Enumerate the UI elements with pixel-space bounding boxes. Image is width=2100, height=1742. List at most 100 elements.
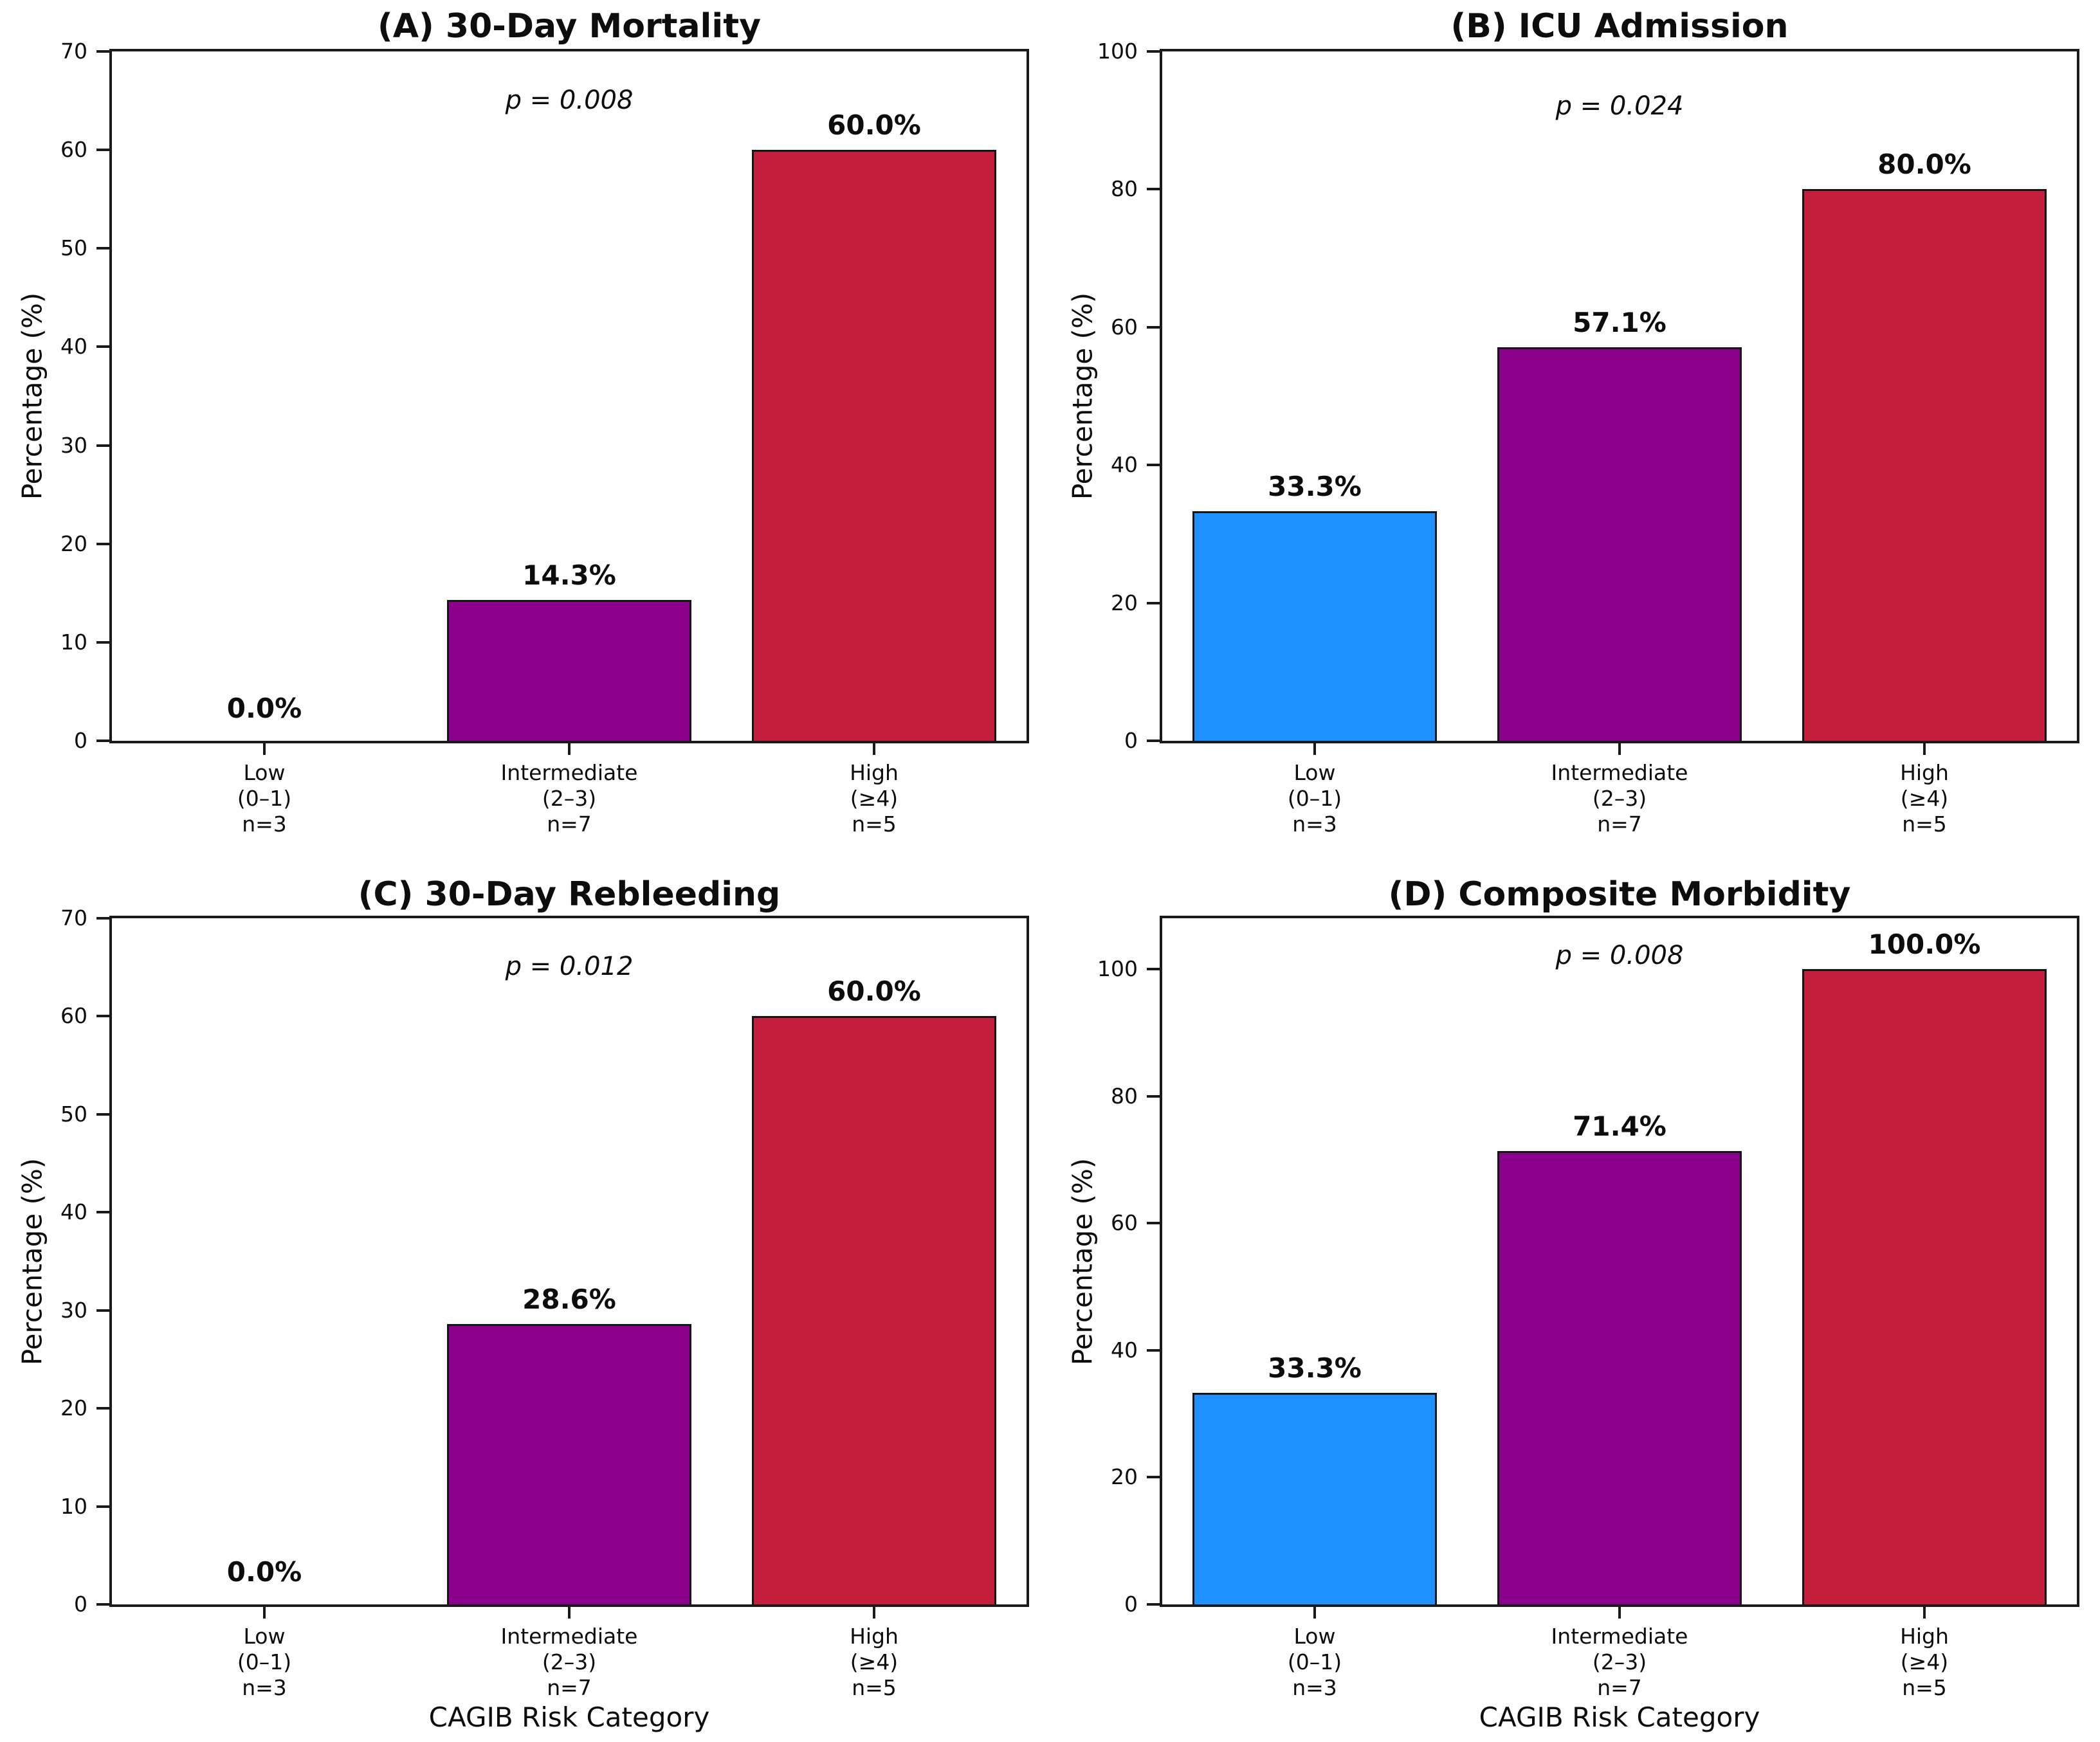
x-tick-line: n=7: [547, 1675, 592, 1700]
x-tick-line: n=7: [1597, 1675, 1642, 1700]
y-tick-label: 40: [1111, 1337, 1138, 1363]
p-value-annotation: p = 0.008: [1555, 941, 1684, 971]
x-tick-mark: [568, 743, 571, 755]
y-axis-label: Percentage (%): [1066, 1157, 1099, 1365]
x-tick-mark: [873, 1607, 875, 1619]
x-tick-line: (≥4): [1900, 786, 1949, 811]
x-tick-line: Intermediate: [1551, 760, 1688, 785]
x-tick-mark: [263, 1607, 266, 1619]
y-tick-mark: [1147, 601, 1160, 604]
y-tick-mark: [1147, 1094, 1160, 1098]
y-tick-mark: [1147, 325, 1160, 329]
y-tick-label: 40: [60, 1199, 87, 1225]
x-axis-label: CAGIB Risk Category: [428, 1701, 710, 1733]
y-tick-label: 50: [60, 1101, 87, 1127]
y-tick-label: 30: [60, 1297, 87, 1323]
x-tick-line: Low: [243, 760, 286, 785]
y-tick-mark: [96, 1112, 109, 1116]
x-tick-line: High: [1900, 760, 1949, 785]
x-tick-line: n=5: [852, 1675, 897, 1700]
x-tick-line: High: [850, 1624, 899, 1649]
x-tick-label: Intermediate (2–3) n=7: [501, 1624, 638, 1701]
x-tick-mark: [568, 1607, 571, 1619]
bar-high: [752, 150, 996, 741]
y-tick-mark: [96, 345, 109, 349]
bar-value-label: 60.0%: [827, 109, 921, 141]
x-tick-label: High (≥4) n=5: [850, 760, 899, 837]
x-tick-line: (0–1): [237, 1649, 292, 1674]
bar-value-label: 33.3%: [1268, 471, 1362, 503]
bar-intermediate: [447, 600, 691, 741]
x-tick-line: n=7: [1597, 812, 1642, 837]
y-tick-mark: [96, 1407, 109, 1410]
x-tick-line: n=3: [1292, 1675, 1337, 1700]
x-tick-label: Intermediate (2–3) n=7: [1551, 1624, 1688, 1701]
y-tick-mark: [1147, 968, 1160, 971]
bar-value-label: 100.0%: [1868, 929, 1981, 961]
y-tick-mark: [96, 542, 109, 545]
x-tick-mark: [1923, 1607, 1926, 1619]
x-tick-mark: [1618, 1607, 1621, 1619]
y-tick-mark: [1147, 739, 1160, 742]
x-tick-line: Low: [1293, 1624, 1336, 1649]
bar-value-label: 71.4%: [1573, 1110, 1666, 1142]
bar-low: [1192, 511, 1437, 741]
x-tick-line: (0–1): [1287, 1649, 1342, 1674]
bar-high: [752, 1016, 996, 1604]
y-tick-label: 20: [60, 531, 87, 556]
y-tick-label: 50: [60, 235, 87, 261]
y-tick-mark: [96, 1603, 109, 1606]
y-tick-label: 100: [1097, 39, 1138, 64]
bar-value-label: 28.6%: [522, 1284, 616, 1316]
x-tick-mark: [1923, 743, 1926, 755]
panel-d-composite-morbidity: (D) Composite Morbidity Percentage (%) 0 20…: [1050, 871, 2100, 1742]
x-tick-label: Low (0–1) n=3: [237, 1624, 291, 1701]
y-tick-label: 70: [60, 39, 87, 64]
y-tick-mark: [96, 1505, 109, 1508]
panel-a-30-day-mortality: (A) 30-Day Mortality Percentage (%) 0 10 20 3…: [0, 0, 1050, 871]
y-tick-mark: [1147, 50, 1160, 53]
y-tick-mark: [96, 1309, 109, 1312]
panel-title: (C) 30-Day Rebleeding: [358, 875, 781, 914]
bar-value-label: 0.0%: [226, 1556, 302, 1588]
bar-value-label: 57.1%: [1573, 306, 1666, 338]
y-tick-mark: [1147, 1222, 1160, 1225]
panel-title: (D) Composite Morbidity: [1388, 875, 1851, 914]
x-tick-label: High (≥4) n=5: [850, 1624, 899, 1701]
y-tick-mark: [96, 640, 109, 644]
y-tick-mark: [96, 1015, 109, 1018]
bar-value-label: 60.0%: [827, 975, 921, 1008]
x-tick-label: High (≥4) n=5: [1900, 1624, 1949, 1701]
bar-intermediate: [447, 1324, 691, 1604]
y-tick-label: 0: [1124, 728, 1138, 753]
plot-coordinate-space: 0 20 40 60 80 100 33.3% Low (0–1) n=3 71.4% Interme…: [1097, 918, 2077, 1700]
y-tick-label: 0: [74, 1592, 87, 1617]
y-tick-mark: [1147, 1603, 1160, 1606]
y-tick-label: 60: [1111, 314, 1138, 340]
x-tick-mark: [873, 743, 875, 755]
y-tick-label: 10: [60, 1493, 87, 1519]
x-tick-line: (0–1): [1287, 786, 1342, 811]
y-tick-mark: [96, 149, 109, 152]
bar-value-label: 33.3%: [1268, 1352, 1362, 1384]
p-value-annotation: p = 0.012: [505, 952, 634, 982]
plot-coordinate-space: 0 10 20 30 40 50 60 70 0.0% Low (0–1) n=3 14.3% Inter…: [60, 41, 1027, 837]
y-tick-label: 20: [1111, 1464, 1138, 1490]
x-tick-line: (≥4): [850, 786, 899, 811]
x-tick-line: Low: [243, 1624, 286, 1649]
p-value-annotation: p = 0.008: [505, 85, 634, 115]
y-tick-mark: [96, 1211, 109, 1214]
x-axis-label: CAGIB Risk Category: [1479, 1701, 1760, 1733]
x-tick-line: Intermediate: [500, 1624, 638, 1649]
y-tick-label: 20: [1111, 590, 1138, 615]
x-tick-line: (2–3): [542, 1649, 597, 1674]
x-tick-line: n=7: [547, 812, 592, 837]
bar-intermediate: [1497, 347, 1742, 741]
p-value-annotation: p = 0.024: [1555, 91, 1684, 121]
y-tick-mark: [1147, 464, 1160, 467]
y-tick-mark: [96, 444, 109, 447]
x-tick-line: n=5: [852, 812, 897, 837]
panel-c-30-day-rebleeding: (C) 30-Day Rebleeding Percentage (%) 0 10 20…: [0, 871, 1050, 1742]
x-tick-mark: [1618, 743, 1621, 755]
bar-value-label: 80.0%: [1877, 149, 1971, 181]
